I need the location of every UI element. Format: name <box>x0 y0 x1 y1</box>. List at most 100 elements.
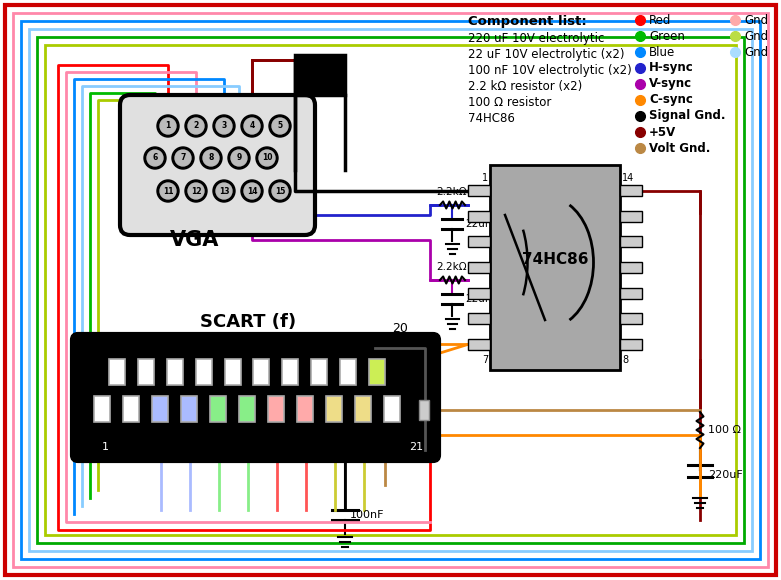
Text: V-sync: V-sync <box>649 78 692 90</box>
Bar <box>297 396 313 422</box>
Text: Blue: Blue <box>649 45 676 59</box>
Bar <box>468 211 490 222</box>
Circle shape <box>269 180 291 202</box>
Text: Gnd: Gnd <box>744 30 769 42</box>
Bar <box>369 359 385 385</box>
Text: 20: 20 <box>392 321 408 335</box>
Bar <box>268 396 284 422</box>
Bar <box>620 211 642 222</box>
Text: 1: 1 <box>102 442 109 452</box>
Circle shape <box>160 183 176 199</box>
Circle shape <box>231 150 247 166</box>
Bar <box>490 165 620 370</box>
Text: 12: 12 <box>191 187 201 195</box>
Bar <box>620 313 642 324</box>
Text: 22 uF 10V electrolytic (x2): 22 uF 10V electrolytic (x2) <box>468 48 625 61</box>
Circle shape <box>213 180 235 202</box>
Text: 1: 1 <box>482 173 488 183</box>
Bar <box>152 396 168 422</box>
Bar <box>138 359 154 385</box>
Bar <box>181 396 197 422</box>
Text: 74HC86: 74HC86 <box>468 112 515 125</box>
Bar <box>123 396 139 422</box>
Bar <box>384 396 400 422</box>
Circle shape <box>216 118 232 134</box>
Bar <box>94 396 110 422</box>
Text: 6: 6 <box>152 154 158 162</box>
Text: 100 Ω: 100 Ω <box>708 425 741 435</box>
Text: 74HC86: 74HC86 <box>522 252 588 267</box>
Bar <box>196 359 212 385</box>
Bar <box>620 262 642 273</box>
Bar <box>167 359 183 385</box>
Text: 2: 2 <box>127 342 134 352</box>
Bar <box>283 359 298 385</box>
Text: 7: 7 <box>482 355 488 365</box>
Circle shape <box>188 183 204 199</box>
Bar <box>311 359 327 385</box>
Bar <box>225 359 241 385</box>
Bar <box>468 288 490 299</box>
Circle shape <box>200 147 222 169</box>
Circle shape <box>259 150 275 166</box>
Circle shape <box>185 180 207 202</box>
Bar <box>419 400 429 420</box>
Text: 14: 14 <box>622 173 634 183</box>
Text: 100 Ω resistor: 100 Ω resistor <box>468 96 551 109</box>
Circle shape <box>172 147 194 169</box>
Circle shape <box>244 118 260 134</box>
Circle shape <box>203 150 219 166</box>
Text: 22uF: 22uF <box>465 219 490 229</box>
Bar <box>620 339 642 350</box>
Text: 2.2 kΩ resistor (x2): 2.2 kΩ resistor (x2) <box>468 80 583 93</box>
Circle shape <box>157 115 179 137</box>
Text: 14: 14 <box>247 187 257 195</box>
Text: 15: 15 <box>275 187 285 195</box>
Text: SCART (f): SCART (f) <box>200 313 296 331</box>
Text: Green: Green <box>649 30 685 42</box>
Text: 1: 1 <box>166 121 170 130</box>
Text: VGA: VGA <box>170 230 219 250</box>
Bar <box>620 237 642 248</box>
Circle shape <box>216 183 232 199</box>
FancyBboxPatch shape <box>72 334 439 461</box>
Text: 4: 4 <box>249 121 255 130</box>
Text: H-sync: H-sync <box>649 61 694 74</box>
Text: Volt Gnd.: Volt Gnd. <box>649 142 711 154</box>
Text: 220uF: 220uF <box>708 470 743 480</box>
Text: +5V: +5V <box>649 125 676 139</box>
Circle shape <box>185 115 207 137</box>
Bar <box>326 396 342 422</box>
Bar <box>109 359 125 385</box>
Circle shape <box>157 180 179 202</box>
Circle shape <box>272 183 288 199</box>
Bar <box>340 359 356 385</box>
Text: 8: 8 <box>209 154 214 162</box>
Bar <box>620 185 642 196</box>
Text: 9: 9 <box>237 154 241 162</box>
Bar <box>210 396 226 422</box>
Text: 21: 21 <box>409 442 423 452</box>
Text: 220 uF 10V electrolytic: 220 uF 10V electrolytic <box>468 32 604 45</box>
Bar <box>468 185 490 196</box>
Text: 11: 11 <box>162 187 173 195</box>
Text: 8: 8 <box>622 355 628 365</box>
Circle shape <box>144 147 166 169</box>
Text: Red: Red <box>649 13 672 27</box>
Bar <box>468 237 490 248</box>
Circle shape <box>160 118 176 134</box>
Circle shape <box>244 183 260 199</box>
Bar <box>295 55 345 95</box>
FancyBboxPatch shape <box>120 95 315 235</box>
Text: 3: 3 <box>221 121 226 130</box>
Bar <box>620 288 642 299</box>
Bar <box>254 359 269 385</box>
Text: 100 nF 10V electrolytic (x2): 100 nF 10V electrolytic (x2) <box>468 64 632 77</box>
Circle shape <box>213 115 235 137</box>
Bar <box>468 313 490 324</box>
Text: Gnd: Gnd <box>744 13 769 27</box>
Text: 10: 10 <box>262 154 273 162</box>
Text: Component list:: Component list: <box>468 15 587 28</box>
Text: 7: 7 <box>180 154 186 162</box>
Text: 5: 5 <box>277 121 283 130</box>
